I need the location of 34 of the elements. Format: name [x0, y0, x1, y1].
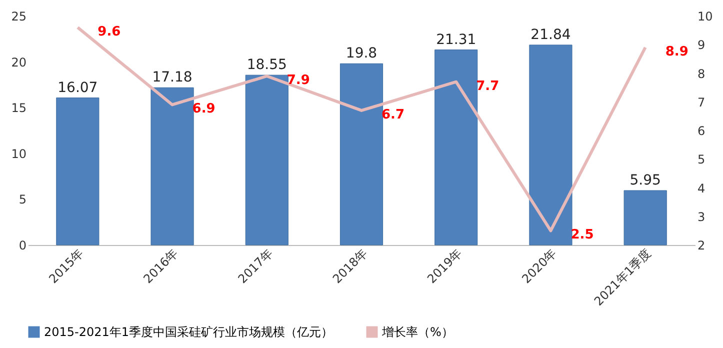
y-tick-label: 25: [11, 10, 26, 24]
data-label: 5.95: [630, 172, 661, 188]
data-label: 21.84: [530, 26, 571, 43]
y-tick-label: 5: [18, 192, 26, 207]
y2-tick-label: 6: [698, 124, 706, 138]
bar: [624, 190, 667, 246]
bar: [245, 74, 288, 246]
y2-tick-label: 7: [698, 95, 706, 110]
y2-tick-label: 9: [698, 38, 706, 52]
legend-label: 2015-2021年1季度中国采硅矿行业市场规模（亿元）: [44, 325, 334, 339]
data-label: 17.18: [152, 70, 192, 86]
y-tick-label: 0: [18, 238, 26, 252]
data-label: 19.8: [346, 46, 378, 62]
y2-tick-label: 8: [698, 66, 706, 81]
data-label: 21.31: [436, 32, 476, 48]
data-label: 8.9: [665, 44, 688, 60]
data-label: 16.07: [58, 80, 98, 96]
data-label: 7.9: [286, 73, 310, 88]
y2-tick-label: 5: [698, 152, 706, 167]
bar: [529, 44, 572, 246]
data-label: 9.6: [98, 24, 121, 40]
y2-tick-label: 3: [698, 210, 706, 224]
y-tick-label: 10: [11, 146, 26, 161]
y2-tick-label: 4: [698, 181, 706, 196]
bar: [340, 63, 384, 246]
y-tick-label: 20: [11, 55, 26, 70]
bar: [150, 87, 194, 246]
bar: [56, 98, 100, 246]
bar: [434, 50, 478, 246]
data-label: 18.55: [246, 57, 287, 74]
y-tick-label: 15: [11, 101, 26, 116]
y2-tick-label: 2: [698, 238, 706, 252]
legend-label: 增长率（%）: [381, 325, 454, 339]
y2-tick-label: 10: [698, 10, 713, 24]
